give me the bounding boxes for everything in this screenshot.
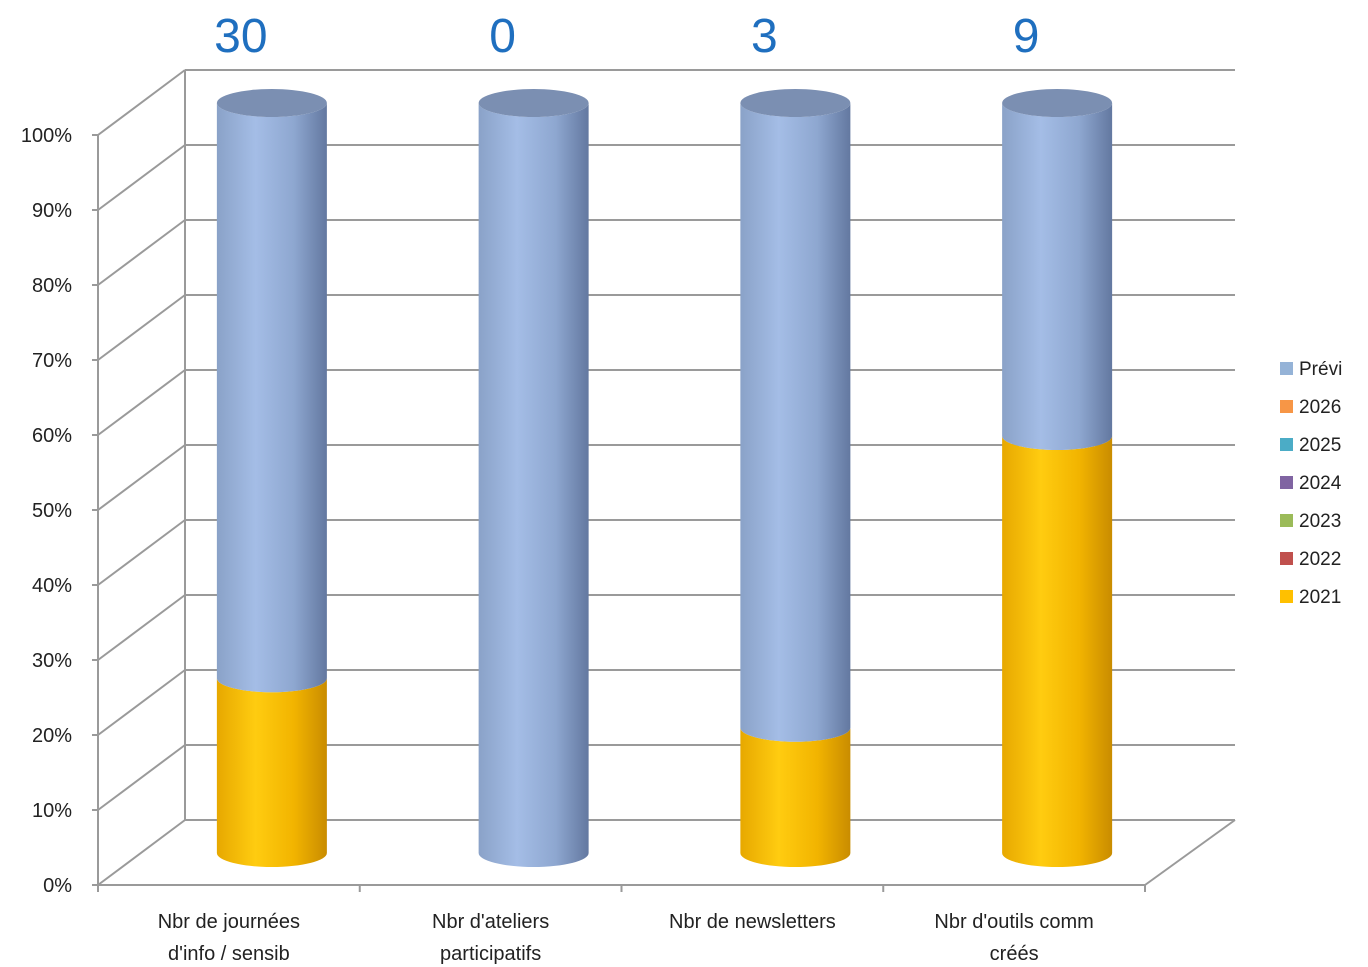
side-gridline: [97, 519, 186, 586]
legend-label: 2025: [1299, 435, 1341, 456]
legend-label: 2021: [1299, 587, 1341, 608]
side-gridline: [97, 219, 186, 286]
side-gridline: [97, 819, 186, 886]
legend-label: 2026: [1299, 397, 1341, 418]
side-gridline: [97, 744, 186, 811]
chart-bars: [216, 89, 1113, 867]
category-total-label: 30: [214, 10, 267, 63]
side-gridline: [97, 294, 186, 361]
side-gridline: [97, 369, 186, 436]
side-gridline: [97, 69, 186, 136]
y-tick-label: 30%: [32, 650, 72, 672]
legend-swatch: [1280, 590, 1293, 603]
y-tick-label: 40%: [32, 575, 72, 597]
bar-top-cap: [1002, 89, 1113, 117]
bar-segment: [1002, 103, 1113, 451]
bar-segment: [478, 103, 589, 867]
x-axis-category-labels: Nbr de journées d'info / sensib Nbr d'atel…: [158, 911, 1094, 965]
x-category-label: Nbr d'ateliers participatifs: [432, 911, 549, 965]
legend-swatch: [1280, 438, 1293, 451]
x-category-label: Nbr de newsletters: [669, 911, 836, 933]
y-tick-label: 10%: [32, 800, 72, 822]
legend-label: Prévi: [1299, 359, 1342, 380]
bar-top-cap: [478, 89, 589, 117]
legend-swatch: [1280, 400, 1293, 413]
side-gridline: [97, 444, 186, 511]
y-tick-label: 60%: [32, 425, 72, 447]
y-tick-label: 70%: [32, 350, 72, 372]
legend-swatch: [1280, 362, 1293, 375]
legend-label: 2023: [1299, 511, 1341, 532]
legend-label: 2022: [1299, 549, 1341, 570]
chart-legend: Prévi 2026 2025 2024 2023 2022 2021: [1280, 359, 1342, 608]
bar-segment: [216, 678, 327, 867]
y-tick-label: 90%: [32, 200, 72, 222]
side-gridline: [97, 669, 186, 736]
y-axis-tick-labels: 0% 10% 20% 30% 40% 50% 60% 70% 80% 90% 100%: [21, 125, 72, 897]
floor-right-edge: [1144, 819, 1236, 886]
category-total-label: 9: [1013, 10, 1040, 63]
bar-segment: [1002, 436, 1113, 867]
legend-swatch: [1280, 552, 1293, 565]
bar-segment: [216, 103, 327, 693]
y-tick-label: 20%: [32, 725, 72, 747]
legend-swatch: [1280, 514, 1293, 527]
bar-top-cap: [740, 89, 851, 117]
bar-segment: [740, 727, 851, 867]
y-tick-label: 0%: [43, 875, 72, 897]
legend-label: 2024: [1299, 473, 1342, 494]
legend-swatch: [1280, 476, 1293, 489]
side-gridline: [97, 594, 186, 661]
x-category-label: Nbr d'outils comm créés: [934, 911, 1093, 965]
bar-top-cap: [216, 89, 327, 117]
category-total-label: 0: [489, 10, 516, 63]
y-tick-label: 100%: [21, 125, 72, 147]
side-gridline: [97, 144, 186, 211]
y-tick-label: 50%: [32, 500, 72, 522]
bar-segment: [740, 103, 851, 742]
category-total-labels: 30 0 3 9: [214, 10, 1039, 63]
category-total-label: 3: [751, 10, 778, 63]
x-category-label: Nbr de journées d'info / sensib: [158, 911, 300, 965]
y-tick-label: 80%: [32, 275, 72, 297]
